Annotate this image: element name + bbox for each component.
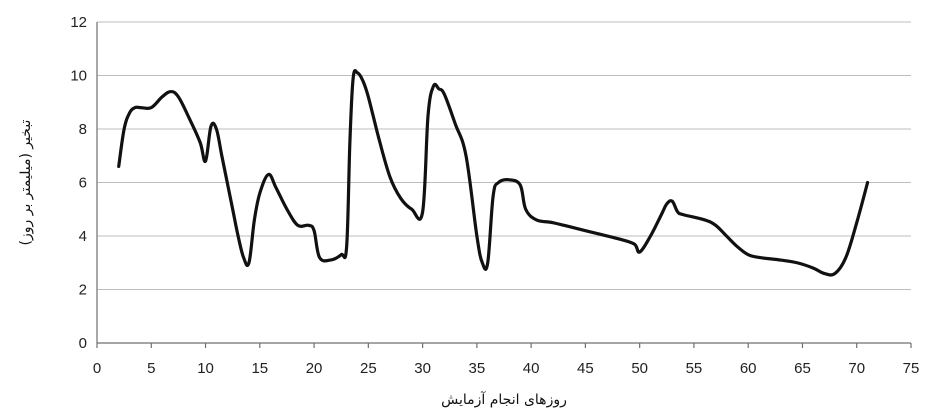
y-tick-label: 4 [79, 228, 87, 245]
x-tick-label: 40 [523, 360, 540, 377]
x-tick-label: 70 [848, 360, 865, 377]
y-tick-label: 12 [70, 14, 87, 31]
x-tick-label: 65 [794, 360, 811, 377]
x-tick-label: 10 [197, 360, 214, 377]
x-tick-label: 60 [740, 360, 757, 377]
x-tick-label: 50 [631, 360, 648, 377]
x-axis-label: روزهای انجام آزمایش [441, 391, 567, 408]
x-tick-label: 0 [93, 360, 101, 377]
y-tick-label: 8 [79, 121, 87, 138]
y-tick-label: 2 [79, 282, 87, 299]
gridlines [97, 21, 911, 290]
x-tick-label: 20 [306, 360, 323, 377]
x-tick-label: 25 [360, 360, 377, 377]
x-tick-label: 35 [469, 360, 486, 377]
tick-labels: 0 2 4 6 8 10 12 0 5 10 15 20 25 30 35 40 45 50 55 60 65 70 75 [70, 14, 919, 377]
y-tick-label: 6 [79, 175, 87, 192]
axes [96, 22, 912, 348]
series-line [117, 69, 870, 277]
y-axis-label: تبخیر (میلیمتر بر روز) [18, 119, 34, 245]
x-tick-label: 5 [147, 360, 155, 377]
y-tick-label: 10 [70, 68, 87, 85]
x-tick-label: 55 [686, 360, 703, 377]
x-tick-label: 45 [577, 360, 594, 377]
x-tick-label: 15 [251, 360, 268, 377]
series-group [117, 69, 870, 277]
y-tick-label: 0 [79, 335, 87, 352]
x-tick-label: 75 [903, 360, 920, 377]
x-tick-label: 30 [414, 360, 431, 377]
